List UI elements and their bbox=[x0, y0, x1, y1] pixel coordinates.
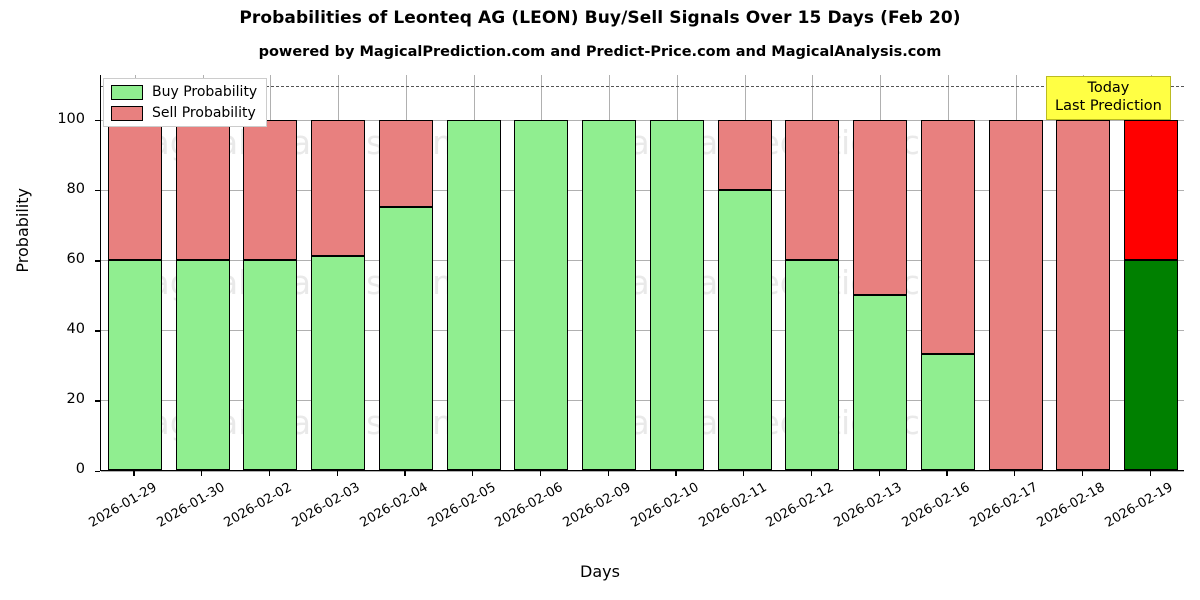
bar-segment-buy[interactable] bbox=[582, 119, 637, 470]
y-gridline bbox=[101, 260, 1184, 262]
legend-swatch-sell bbox=[111, 105, 143, 121]
y-tick-mark bbox=[95, 330, 100, 332]
y-tick-label: 40 bbox=[66, 320, 85, 337]
y-tick-mark bbox=[95, 400, 100, 402]
x-tick-mark bbox=[404, 471, 406, 476]
bar-segment-buy[interactable] bbox=[378, 207, 433, 470]
bar-segment-sell[interactable] bbox=[785, 119, 840, 260]
bar-segment-sell[interactable] bbox=[920, 119, 975, 355]
bar-segment-buy[interactable] bbox=[785, 259, 840, 470]
chart-legend: Buy Probability Sell Probability bbox=[103, 78, 268, 127]
y-gridline bbox=[101, 400, 1184, 402]
bar-segment-buy[interactable] bbox=[514, 119, 569, 470]
bar-segment-sell[interactable] bbox=[175, 119, 230, 260]
x-tick-mark bbox=[1081, 471, 1084, 476]
legend-item-sell: Sell Probability bbox=[111, 105, 257, 121]
bar-segment-buy[interactable] bbox=[175, 259, 230, 470]
bar-group[interactable] bbox=[175, 74, 230, 470]
bar-segment-sell[interactable] bbox=[717, 119, 772, 190]
x-tick-mark bbox=[946, 471, 948, 476]
bar-group[interactable] bbox=[311, 74, 366, 470]
x-tick-mark bbox=[472, 471, 474, 476]
bar-group[interactable] bbox=[378, 74, 433, 470]
bar-group[interactable] bbox=[243, 74, 298, 470]
y-gridline bbox=[101, 190, 1184, 192]
y-tick-label: 20 bbox=[66, 390, 85, 407]
bar-group[interactable] bbox=[1124, 74, 1179, 470]
bar-segment-buy[interactable] bbox=[446, 119, 501, 470]
bar-group[interactable] bbox=[514, 74, 569, 470]
y-tick-label: 60 bbox=[66, 250, 85, 267]
bar-segment-sell[interactable] bbox=[378, 119, 433, 208]
y-tick-mark bbox=[95, 470, 100, 472]
bar-group[interactable] bbox=[717, 74, 772, 470]
x-tick-mark bbox=[539, 471, 542, 476]
bar-group[interactable] bbox=[649, 74, 704, 470]
bar-segment-sell[interactable] bbox=[988, 119, 1043, 470]
bar-group[interactable] bbox=[988, 74, 1043, 470]
x-tick-mark bbox=[336, 471, 338, 476]
x-tick-mark bbox=[743, 471, 745, 476]
bar-segment-buy[interactable] bbox=[311, 256, 366, 470]
bar-segment-buy[interactable] bbox=[1124, 259, 1179, 470]
bar-segment-buy[interactable] bbox=[107, 259, 162, 470]
reference-dashed-line bbox=[101, 85, 1184, 87]
legend-swatch-buy bbox=[111, 84, 143, 100]
bar-segment-sell[interactable] bbox=[1056, 119, 1111, 470]
x-axis-label: Days bbox=[580, 562, 620, 581]
bar-group[interactable] bbox=[785, 74, 840, 470]
x-tick-mark bbox=[675, 471, 677, 476]
y-tick-mark bbox=[95, 260, 100, 262]
x-tick-mark bbox=[201, 471, 203, 476]
today-annotation-line1: Today bbox=[1087, 80, 1130, 96]
bar-segment-sell[interactable] bbox=[243, 119, 298, 260]
bar-group[interactable] bbox=[446, 74, 501, 470]
y-gridline bbox=[101, 470, 1184, 472]
bar-segment-buy[interactable] bbox=[717, 189, 772, 470]
bar-segment-sell[interactable] bbox=[311, 119, 366, 257]
bar-segment-buy[interactable] bbox=[853, 294, 908, 470]
today-annotation: Today Last Prediction bbox=[1046, 76, 1171, 121]
x-tick-mark bbox=[133, 471, 135, 476]
y-tick-label: 0 bbox=[75, 461, 85, 477]
bar-group[interactable] bbox=[853, 74, 908, 470]
bar-segment-sell[interactable] bbox=[853, 119, 908, 295]
bar-segment-sell[interactable] bbox=[1124, 119, 1179, 260]
x-tick-mark bbox=[268, 471, 271, 476]
x-tick-mark bbox=[1014, 471, 1016, 476]
y-tick-label: 80 bbox=[66, 180, 85, 197]
y-gridline bbox=[101, 330, 1184, 332]
y-tick-label: 100 bbox=[57, 110, 85, 127]
chart-subtitle: powered by MagicalPrediction.com and Pre… bbox=[258, 44, 942, 60]
bar-group[interactable] bbox=[582, 74, 637, 470]
legend-item-buy: Buy Probability bbox=[111, 84, 257, 100]
chart-title: Probabilities of Leonteq AG (LEON) Buy/S… bbox=[239, 8, 961, 28]
x-tick-mark bbox=[810, 471, 813, 476]
x-tick-mark bbox=[1149, 471, 1151, 476]
bar-segment-buy[interactable] bbox=[243, 259, 298, 470]
bar-segment-buy[interactable] bbox=[920, 354, 975, 470]
x-tick-mark bbox=[607, 471, 609, 476]
bar-segment-buy[interactable] bbox=[649, 119, 704, 470]
y-tick-mark bbox=[95, 190, 100, 192]
bar-group[interactable] bbox=[107, 74, 162, 470]
bar-group[interactable] bbox=[1056, 74, 1111, 470]
legend-label-sell: Sell Probability bbox=[152, 105, 256, 121]
x-tick-mark bbox=[878, 471, 880, 476]
legend-label-buy: Buy Probability bbox=[152, 84, 258, 100]
y-gridline bbox=[101, 120, 1184, 122]
plot-area: MagicalAnalysis.comMagicalPrediction.com… bbox=[100, 74, 1184, 472]
bar-group[interactable] bbox=[920, 74, 975, 470]
bar-segment-sell[interactable] bbox=[107, 119, 162, 260]
today-annotation-line2: Last Prediction bbox=[1055, 97, 1162, 114]
y-tick-mark bbox=[95, 120, 100, 122]
